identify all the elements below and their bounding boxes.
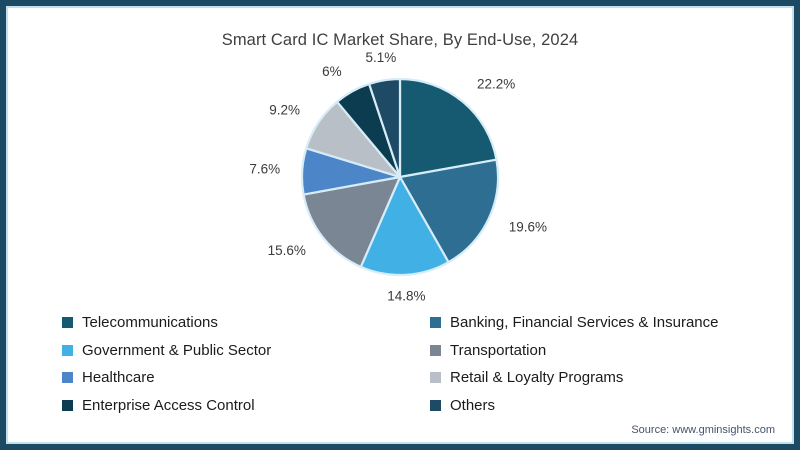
pie-percent-label-2: 14.8% [387, 288, 425, 303]
legend-item-4: Healthcare [62, 364, 430, 392]
legend-swatch-icon [430, 400, 441, 412]
legend-swatch-icon [430, 317, 441, 329]
pie-slice-1 [398, 158, 500, 264]
pie-percent-label-7: 5.1% [366, 50, 397, 65]
pie-percent-label-0: 22.2% [477, 77, 515, 92]
legend-item-6: Enterprise Access Control [62, 392, 430, 420]
pie-slice-7 [368, 77, 402, 179]
pie-percent-label-5: 9.2% [269, 102, 300, 117]
legend: Telecommunications Banking, Financial Ser… [62, 309, 776, 419]
legend-label: Government & Public Sector [82, 341, 272, 359]
legend-swatch-icon [62, 317, 73, 329]
legend-swatch-icon [430, 344, 441, 356]
chart-title: Smart Card IC Market Share, By End-Use, … [221, 31, 579, 49]
legend-label: Others [450, 397, 496, 415]
legend-label: Healthcare [82, 369, 155, 387]
legend-swatch-icon [62, 400, 73, 412]
legend-swatch-icon [430, 372, 441, 384]
legend-item-1: Banking, Financial Services & Insurance [430, 309, 776, 337]
pie-slice-2 [359, 175, 450, 277]
legend-label: Banking, Financial Services & Insurance [450, 314, 719, 332]
pie-slice-0 [398, 77, 498, 179]
legend-item-3: Transportation [430, 337, 776, 365]
legend-label: Transportation [450, 341, 547, 359]
pie-slice-3 [302, 175, 402, 268]
legend-item-0: Telecommunications [62, 309, 430, 337]
legend-item-7: Others [430, 392, 776, 420]
legend-label: Telecommunications [82, 314, 218, 332]
pie-percent-label-4: 7.6% [249, 162, 280, 177]
legend-item-5: Retail & Loyalty Programs [430, 364, 776, 392]
pie-percent-label-1: 19.6% [509, 219, 547, 234]
legend-item-2: Government & Public Sector [62, 337, 430, 365]
legend-label: Retail & Loyalty Programs [450, 369, 624, 387]
legend-swatch-icon [62, 344, 73, 356]
legend-label: Enterprise Access Control [82, 397, 255, 415]
pie-percent-label-3: 15.6% [268, 243, 306, 258]
pie-percent-label-6: 6% [322, 64, 342, 79]
legend-swatch-icon [62, 372, 73, 384]
source-note: Source: www.gminsights.com [631, 424, 775, 436]
